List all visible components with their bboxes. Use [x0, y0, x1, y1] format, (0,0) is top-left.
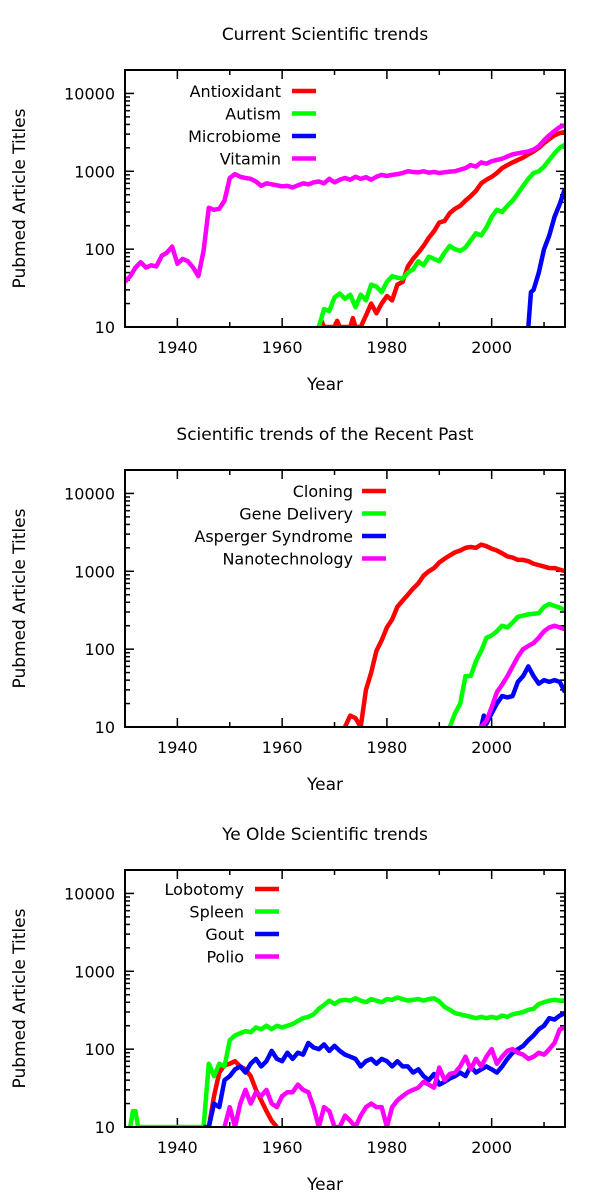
chart-3: Ye Olde Scientific trends Pubmed Article …: [10, 825, 566, 1195]
y-tick-label: 10000: [64, 84, 115, 103]
legend-label: Asperger Syndrome: [194, 527, 353, 546]
legend-label: Spleen: [189, 903, 244, 922]
series-line-nanotechnology: [479, 623, 565, 727]
y-tick-label: 1000: [74, 562, 115, 581]
x-axis-label: Year: [306, 1175, 343, 1195]
legend-label: Gene Delivery: [239, 505, 353, 524]
y-tick-label: 10000: [64, 884, 115, 903]
x-tick-label: 1960: [262, 1138, 303, 1157]
y-tick-label: 10: [95, 1118, 115, 1137]
legend-label: Vitamin: [220, 150, 281, 169]
plot-frame: [124, 69, 566, 328]
series-line-antioxidant: [316, 129, 565, 327]
legend-label: Cloning: [293, 482, 353, 501]
y-tick-label: 10: [95, 718, 115, 737]
x-tick-label: 2000: [471, 738, 512, 757]
series-line-autism: [316, 142, 565, 327]
y-axis-label: Pubmed Article Titles: [10, 108, 30, 288]
series-line-spleen: [128, 995, 565, 1127]
x-tick-label: 1940: [157, 338, 198, 357]
legend-label: Polio: [206, 948, 244, 967]
legend-label: Antioxidant: [190, 82, 281, 101]
plot-frame: [124, 469, 566, 728]
x-tick-label: 1980: [367, 338, 408, 357]
x-tick-label: 2000: [471, 338, 512, 357]
y-tick-label: 10: [95, 318, 115, 337]
chart-title: Current Scientific trends: [222, 25, 429, 45]
y-axis-label: Pubmed Article Titles: [10, 908, 30, 1088]
y-tick-label: 1000: [74, 962, 115, 981]
y-axis-label: Pubmed Article Titles: [10, 508, 30, 688]
y-tick-label: 100: [84, 240, 115, 259]
x-tick-label: 1940: [157, 738, 198, 757]
series-line-gout: [203, 1011, 565, 1127]
y-tick-label: 1000: [74, 162, 115, 181]
x-tick-label: 1980: [367, 1138, 408, 1157]
series-line-gene-delivery: [447, 601, 565, 727]
x-tick-label: 1940: [157, 1138, 198, 1157]
series-line-cloning: [342, 542, 565, 727]
x-tick-label: 1960: [262, 738, 303, 757]
legend-label: Nanotechnology: [222, 550, 353, 569]
series-line-vitamin: [125, 123, 565, 284]
chart-2: Scientific trends of the Recent Past Pubm…: [10, 425, 566, 795]
series-line-microbiome: [526, 187, 565, 327]
y-tick-label: 100: [84, 640, 115, 659]
legend-label: Gout: [205, 925, 244, 944]
x-tick-label: 1960: [262, 338, 303, 357]
y-tick-label: 100: [84, 1040, 115, 1059]
legend-label: Microbiome: [188, 127, 281, 146]
x-axis-label: Year: [306, 375, 343, 395]
chart-1: Current Scientific trends Pubmed Article …: [10, 25, 566, 395]
y-tick-label: 10000: [64, 484, 115, 503]
legend-label: Autism: [225, 105, 281, 124]
x-axis-label: Year: [306, 775, 343, 795]
x-tick-label: 1980: [367, 738, 408, 757]
x-tick-label: 2000: [471, 1138, 512, 1157]
series-line-polio: [222, 1025, 565, 1127]
plot-frame: [124, 869, 566, 1128]
chart-title: Scientific trends of the Recent Past: [176, 425, 474, 445]
legend-label: Lobotomy: [165, 880, 244, 899]
chart-title: Ye Olde Scientific trends: [221, 825, 428, 845]
